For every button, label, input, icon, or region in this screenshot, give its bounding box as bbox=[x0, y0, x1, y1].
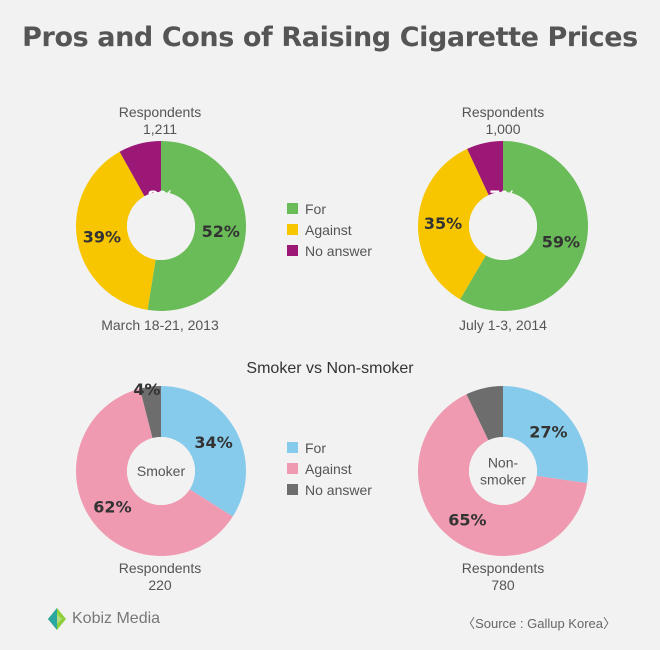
kobiz-logo-icon bbox=[48, 608, 66, 630]
slice-for bbox=[161, 386, 246, 517]
donut3-respondents-value: 220 bbox=[148, 577, 172, 593]
donut2-respondents: Respondents 1,000 bbox=[443, 104, 563, 138]
legend-swatch bbox=[287, 245, 298, 256]
data-label-against: 65% bbox=[448, 510, 486, 529]
donut4-respondents: Respondents 780 bbox=[443, 560, 563, 594]
legend-label: Against bbox=[305, 460, 352, 477]
data-label-no-answer: 4% bbox=[133, 380, 160, 399]
legend-item-against: Against bbox=[287, 219, 372, 240]
legend-label: Against bbox=[305, 221, 352, 238]
donut-chart-smoker: 34% 62% 4% Smoker bbox=[75, 380, 246, 556]
donut-hole bbox=[469, 437, 537, 505]
legend-item-no-answer: No answer bbox=[287, 479, 372, 500]
donut3-respondents-label: Respondents bbox=[118, 560, 202, 576]
legend-label: No answer bbox=[305, 481, 372, 498]
donut-chart-non-smoker: 27%65%7%Non-smoker bbox=[418, 386, 588, 556]
legend-label: No answer bbox=[305, 242, 372, 259]
slice-no-answer bbox=[467, 141, 503, 196]
donut-center-label: Smoker bbox=[137, 463, 186, 479]
data-label-against: 35% bbox=[424, 214, 462, 233]
legend-item-against: Against bbox=[287, 458, 372, 479]
donut-chart-2013: 52%39%8% bbox=[75, 141, 246, 311]
chart-title: Pros and Cons of Raising Cigarette Price… bbox=[22, 22, 638, 53]
donut-center-label: Non- bbox=[488, 455, 519, 471]
slice-for bbox=[460, 141, 588, 311]
donut-hole bbox=[469, 192, 537, 260]
donut2-respondents-label: Respondents bbox=[461, 104, 545, 120]
source-note: 〈Source : Gallup Korea〉 bbox=[462, 616, 616, 631]
legend-swatch bbox=[287, 463, 298, 474]
legend-swatch bbox=[287, 203, 298, 214]
legend-item-for: For bbox=[287, 198, 372, 219]
data-label-against: 62% bbox=[93, 497, 131, 516]
legend-swatch bbox=[287, 442, 298, 453]
donut-hole bbox=[127, 192, 195, 260]
legend-top: For Against No answer bbox=[287, 198, 372, 261]
donut-hole bbox=[127, 437, 195, 505]
legend-swatch bbox=[287, 224, 298, 235]
slice-no-answer bbox=[139, 386, 161, 439]
legend-swatch bbox=[287, 484, 298, 495]
slice-against bbox=[75, 151, 156, 310]
donut-chart-2014: 59%35%7% bbox=[418, 141, 588, 311]
data-label-against: 39% bbox=[83, 227, 121, 246]
slice-for bbox=[147, 141, 246, 311]
kobiz-logo: Kobiz Media bbox=[48, 608, 160, 630]
slice-against bbox=[418, 148, 489, 300]
legend-bottom: For Against No answer bbox=[287, 437, 372, 500]
section-title: Smoker vs Non-smoker bbox=[246, 360, 414, 377]
donut1-respondents-label: Respondents bbox=[118, 104, 202, 120]
legend-item-no-answer: No answer bbox=[287, 240, 372, 261]
slice-no-answer bbox=[466, 386, 503, 441]
slice-against bbox=[418, 394, 588, 556]
donut-center-label: smoker bbox=[480, 472, 526, 488]
donut2-date: July 1-3, 2014 bbox=[459, 317, 547, 333]
data-label-for: 34% bbox=[194, 433, 232, 452]
kobiz-logo-text: Kobiz Media bbox=[72, 610, 161, 627]
legend-label: For bbox=[305, 439, 326, 456]
donut2-respondents-value: 1,000 bbox=[485, 121, 521, 137]
slice-against bbox=[75, 388, 233, 556]
donut3-respondents: Respondents 220 bbox=[100, 560, 220, 594]
slice-for bbox=[503, 386, 588, 484]
donut1-respondents: Respondents 1,211 bbox=[100, 104, 220, 138]
donut1-date: March 18-21, 2013 bbox=[101, 317, 219, 333]
donut4-respondents-label: Respondents bbox=[461, 560, 545, 576]
slice-no-answer bbox=[119, 141, 161, 197]
donut4-respondents-value: 780 bbox=[491, 577, 515, 593]
legend-item-for: For bbox=[287, 437, 372, 458]
donut1-respondents-value: 1,211 bbox=[143, 121, 177, 137]
data-label-for: 27% bbox=[529, 423, 567, 442]
data-label-for: 59% bbox=[542, 233, 580, 252]
data-label-for: 52% bbox=[202, 222, 240, 241]
legend-label: For bbox=[305, 200, 326, 217]
